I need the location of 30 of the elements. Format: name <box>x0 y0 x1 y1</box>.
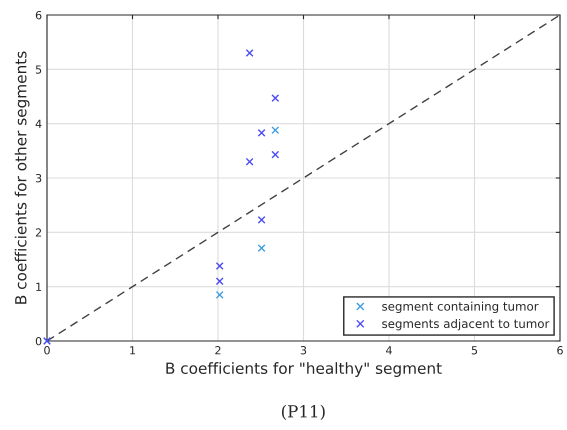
point <box>271 126 280 134</box>
x-axis-title: B coefficients for "healthy" segment <box>166 362 442 377</box>
text: (P11) <box>282 404 325 420</box>
x-tick-label: 1 <box>130 346 136 354</box>
x-tick-label: 5 <box>472 346 478 354</box>
point <box>271 94 280 102</box>
x-tick-label: 0 <box>44 346 50 354</box>
y-tick-label: 3 <box>36 174 42 182</box>
x-tick-label: 2 <box>215 346 220 354</box>
y-axis-title: B coefficients for other segments <box>14 52 30 304</box>
y-tick-label: 5 <box>36 65 42 74</box>
y-tick-label: 2 <box>36 228 42 237</box>
x-tick-label: 4 <box>386 346 392 354</box>
legend-label: segments adjacent to tumor <box>382 318 550 330</box>
x-tick-label: 6 <box>557 346 563 354</box>
point <box>216 290 224 299</box>
point <box>258 244 266 252</box>
y-tick-label: 1 <box>36 282 42 291</box>
point <box>246 49 254 57</box>
y-tick-label: 4 <box>36 120 42 128</box>
legend-label: segment containing tumor <box>382 302 539 314</box>
point <box>258 216 266 224</box>
point <box>258 128 266 137</box>
x-tick-label: 3 <box>300 346 306 354</box>
point <box>246 158 254 166</box>
y-tick-label: 6 <box>36 10 42 20</box>
point <box>271 150 280 159</box>
point <box>216 277 224 286</box>
point <box>216 262 224 270</box>
y-tick-label: 0 <box>36 336 42 346</box>
